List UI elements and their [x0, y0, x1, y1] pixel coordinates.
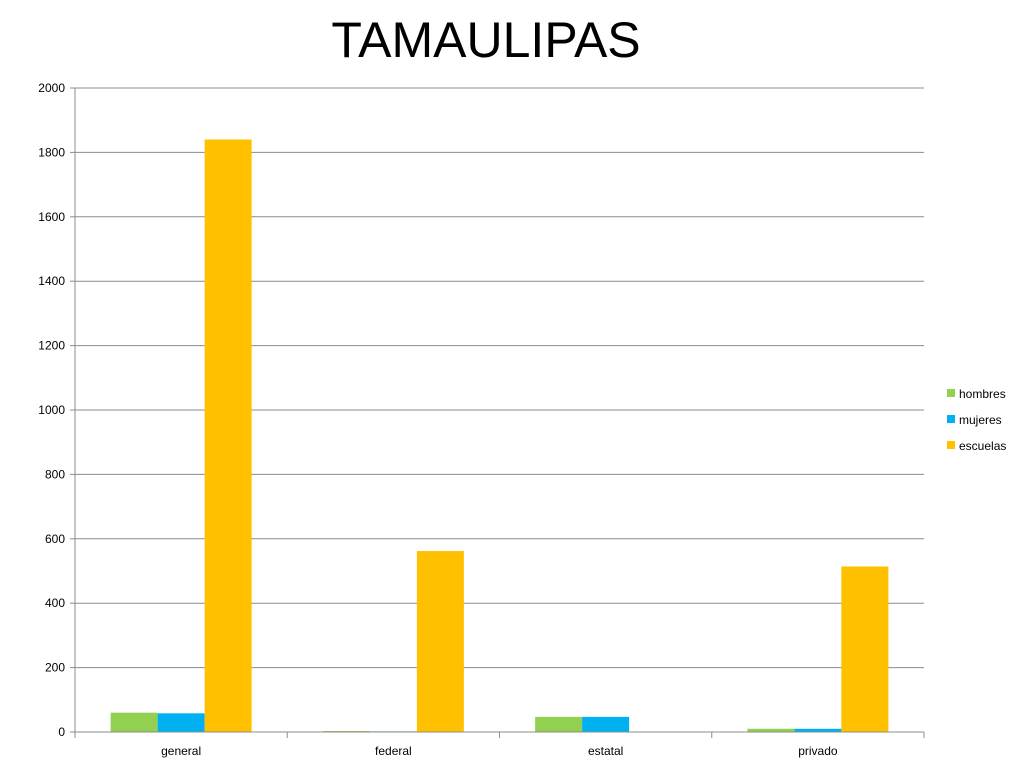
bar-mujeres-general — [157, 713, 205, 732]
y-tick-label: 1200 — [38, 339, 65, 353]
bar-hombres-estatal — [535, 716, 583, 732]
y-tick-label: 600 — [45, 532, 65, 546]
legend: hombres mujeres escuelas — [947, 387, 1006, 453]
y-tick-label: 1600 — [38, 210, 65, 224]
gridlines — [75, 87, 924, 733]
legend-label: mujeres — [959, 413, 1002, 427]
y-tick-label: 1000 — [38, 403, 65, 417]
legend-label: escuelas — [959, 439, 1006, 453]
bar-mujeres-privado — [794, 728, 842, 732]
y-axis-ticks: 0 200 400 600 800 1000 1200 1400 1600 1800 2000 — [38, 81, 75, 739]
y-tick-label: 2000 — [38, 81, 65, 95]
legend-swatch-mujeres — [947, 415, 955, 423]
bar-escuelas-federal — [416, 551, 464, 732]
y-tick-label: 1800 — [38, 145, 65, 159]
y-tick-label: 800 — [45, 467, 65, 481]
x-tick-label: federal — [375, 744, 412, 758]
bar-escuelas-privado — [841, 566, 889, 732]
legend-label: hombres — [959, 387, 1006, 401]
legend-swatch-escuelas — [947, 441, 955, 449]
bar-mujeres-estatal — [582, 716, 630, 732]
y-tick-label: 1400 — [38, 274, 65, 288]
y-tick-label: 200 — [45, 661, 65, 675]
y-tick-label: 400 — [45, 596, 65, 610]
chart-title: TAMAULIPAS — [331, 12, 641, 68]
bar-escuelas-general — [204, 139, 252, 732]
x-tick-label: privado — [798, 744, 838, 758]
x-tick-label: general — [161, 744, 201, 758]
x-axis-ticks: general federal estatal privado — [74, 732, 925, 758]
y-tick-label: 0 — [58, 725, 65, 739]
bars — [110, 139, 889, 732]
x-tick-label: estatal — [588, 744, 623, 758]
bar-hombres-general — [110, 712, 158, 732]
legend-swatch-hombres — [947, 389, 955, 397]
bar-hombres-privado — [747, 728, 795, 732]
